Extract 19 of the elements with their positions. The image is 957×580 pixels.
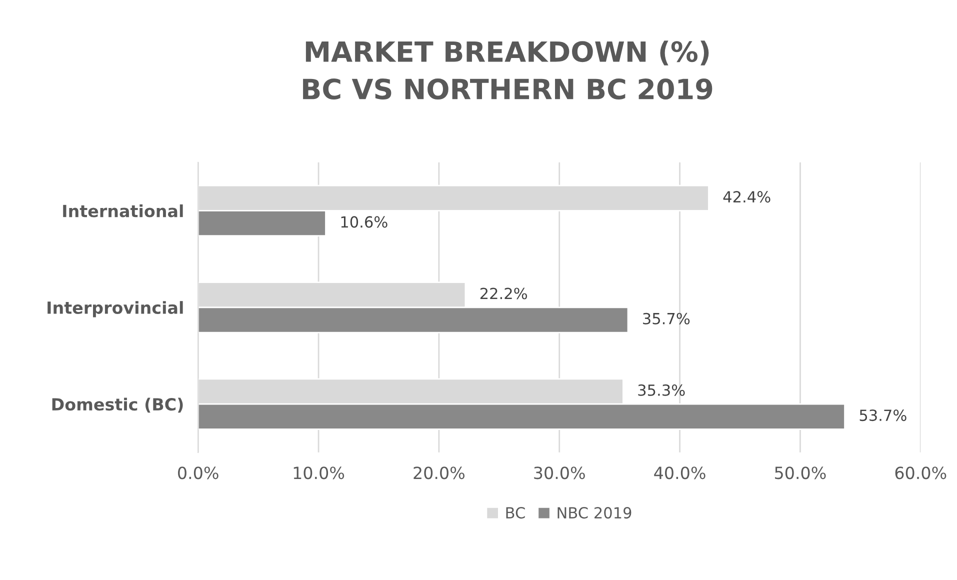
y-tick-label: Domestic (BC)	[52, 398, 183, 413]
x-tick-label: 10.0%	[294, 466, 344, 480]
x-tick-label: 40.0%	[654, 466, 706, 480]
data-label: 10.6%	[341, 216, 388, 228]
y-tick-label: International	[63, 204, 183, 218]
x-tick-label: 0.0%	[178, 466, 218, 480]
y-tick-label: Interprovincial	[48, 301, 183, 318]
chart-title: MARKET BREAKDOWN (%) BC VS NORTHERN BC 2019	[303, 40, 712, 100]
x-tick-label: 30.0%	[534, 466, 585, 480]
x-tick-label: 20.0%	[414, 466, 464, 480]
data-label: 35.7%	[643, 312, 690, 324]
legend-label: BC	[506, 507, 525, 519]
data-label: 42.4%	[723, 191, 770, 203]
data-label: 22.2%	[480, 288, 528, 300]
data-label: 53.7%	[860, 410, 906, 422]
x-tick-label: 60.0%	[895, 466, 946, 480]
data-label: 35.3%	[638, 384, 685, 396]
x-tick-label: 50.0%	[775, 466, 826, 480]
legend-label: NBC 2019	[558, 507, 632, 519]
